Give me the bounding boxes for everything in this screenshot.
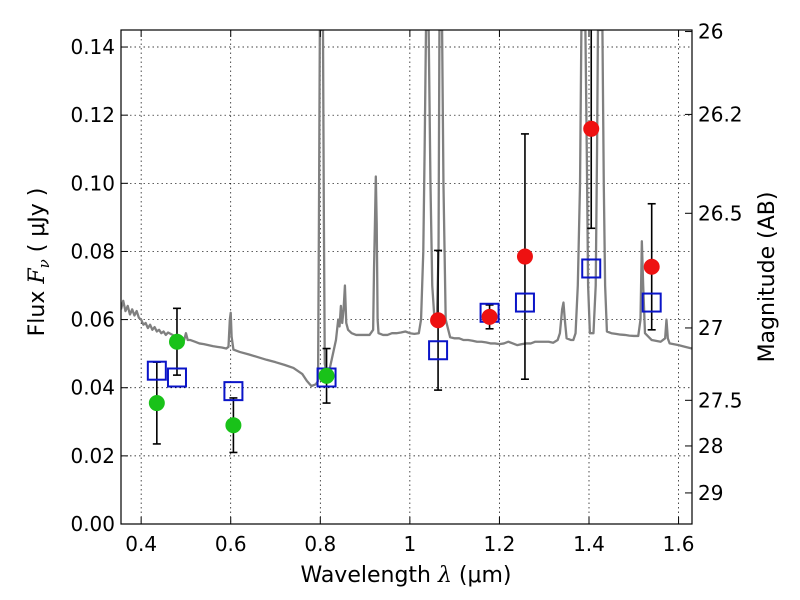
infrared-flux-point bbox=[643, 258, 660, 275]
magnitude-tick-label: 26.2 bbox=[698, 102, 743, 126]
model-flux-square bbox=[223, 381, 244, 402]
y-tick-labels: 0.00 0.02 0.04 0.06 0.08 0.10 0.12 0.14 bbox=[70, 35, 115, 536]
infrared-flux-point bbox=[430, 312, 447, 329]
y-tick-label: 0.10 bbox=[70, 171, 115, 195]
y-tick-label: 0.12 bbox=[70, 103, 115, 127]
y-tick-label: 0.08 bbox=[70, 239, 115, 263]
infrared-flux-point bbox=[481, 308, 498, 325]
x-axis-label: Wavelength λ (μm) bbox=[300, 563, 511, 588]
y-tick-label: 0.14 bbox=[70, 35, 115, 59]
model-flux-square bbox=[428, 340, 449, 361]
y-tick-label: 0.00 bbox=[70, 512, 115, 536]
x-tick-label: 0.8 bbox=[304, 532, 336, 556]
magnitude-tick-label: 26 bbox=[698, 20, 723, 44]
optical-flux-point bbox=[168, 333, 185, 350]
x-tick-label: 1.6 bbox=[663, 532, 695, 556]
optical-flux-point bbox=[148, 395, 165, 412]
x-tick-label: 1.2 bbox=[484, 532, 516, 556]
observed-points-layer bbox=[148, 120, 660, 434]
y-tick-label: 0.06 bbox=[70, 308, 115, 332]
optical-flux-point bbox=[318, 367, 335, 384]
magnitude-tick-label: 26.5 bbox=[698, 201, 743, 225]
x-tick-label: 1 bbox=[403, 532, 416, 556]
spectrum-layer bbox=[121, 30, 692, 388]
x-tick-label: 0.4 bbox=[125, 532, 157, 556]
x-tick-labels: 0.4 0.6 0.8 1 1.2 1.4 1.6 bbox=[125, 532, 694, 556]
magnitude-tick-label: 27 bbox=[698, 316, 723, 340]
x-tick-label: 0.6 bbox=[215, 532, 247, 556]
y-tick-label: 0.02 bbox=[70, 444, 115, 468]
optical-flux-point bbox=[225, 417, 242, 434]
magnitude-axis-label: Magnitude (AB) bbox=[755, 192, 780, 363]
model-flux-square bbox=[146, 360, 167, 381]
magnitude-tick-label: 27.5 bbox=[698, 388, 743, 412]
y-tick-label: 0.04 bbox=[70, 376, 115, 400]
model-spectrum-line bbox=[121, 30, 692, 388]
infrared-flux-point bbox=[583, 120, 600, 137]
model-flux-square bbox=[166, 367, 187, 388]
infrared-flux-point bbox=[516, 248, 533, 265]
x-tick-label: 1.4 bbox=[573, 532, 605, 556]
magnitude-tick-labels: 26 26.2 26.5 27 27.5 28 29 bbox=[698, 20, 743, 505]
plot-frame bbox=[120, 29, 693, 525]
magnitude-tick-label: 28 bbox=[698, 434, 723, 458]
magnitude-tick-label: 29 bbox=[698, 481, 723, 505]
model-flux-square bbox=[514, 292, 535, 313]
model-flux-square bbox=[641, 292, 662, 313]
y-axis-label: Flux Fν ( μJy ) bbox=[25, 188, 53, 337]
axis-ticks bbox=[121, 30, 692, 525]
model-flux-square bbox=[581, 258, 602, 279]
